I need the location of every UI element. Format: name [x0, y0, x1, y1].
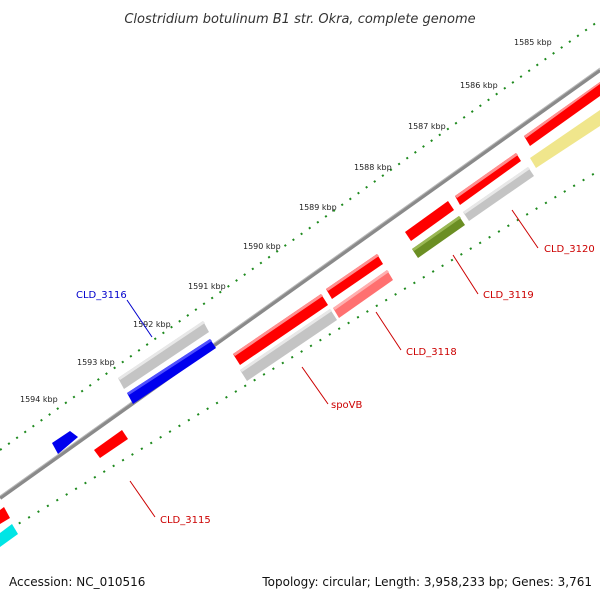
gene-feature[interactable]	[52, 431, 78, 454]
kbp-label-1594: 1594 kbp	[20, 395, 58, 404]
accession-text: Accession: NC_010516	[9, 575, 145, 589]
gene-label-cld3120[interactable]: CLD_3120	[544, 244, 595, 255]
gene-feature[interactable]	[0, 507, 10, 524]
kbp-label-1588: 1588 kbp	[354, 163, 392, 172]
gene-feature[interactable]	[118, 321, 205, 380]
kbp-label-1589: 1589 kbp	[299, 203, 337, 212]
leader-cld3119	[452, 254, 479, 295]
map-title: Clostridium botulinum B1 str. Okra, comp…	[124, 12, 475, 27]
kbp-label-1585: 1585 kbp	[514, 38, 552, 47]
kbp-label-1586: 1586 kbp	[460, 81, 498, 90]
gene-label-cld3116[interactable]: CLD_3116	[76, 290, 127, 301]
gene-feature[interactable]	[524, 82, 600, 146]
gene-feature[interactable]	[333, 270, 393, 318]
gene-feature[interactable]	[127, 339, 212, 395]
outer-ruler	[0, 19, 600, 451]
gene-feature[interactable]	[530, 110, 600, 168]
gene-label-cld3115[interactable]: CLD_3115	[160, 515, 211, 526]
kbp-label-1587: 1587 kbp	[408, 122, 446, 131]
leader-cld3115	[129, 480, 156, 518]
gene-feature[interactable]	[233, 294, 323, 356]
gene-label-spovb[interactable]: spoVB	[331, 400, 363, 411]
gene-feature[interactable]	[0, 524, 18, 547]
leader-cld3120	[511, 209, 539, 249]
leader-lines	[126, 209, 539, 518]
gene-labels: CLD_3120 CLD_3119 CLD_3118 spoVB CLD_311…	[76, 244, 595, 526]
leader-spovb	[301, 366, 329, 405]
gene-label-cld3118[interactable]: CLD_3118	[406, 347, 457, 358]
kbp-label-1590: 1590 kbp	[243, 242, 281, 251]
gene-feature[interactable]	[127, 339, 216, 404]
topology-stats: Topology: circular; Length: 3,958,233 bp…	[261, 575, 592, 589]
inner-ruler	[0, 169, 600, 536]
gene-feature[interactable]	[412, 216, 461, 251]
gene-label-cld3119[interactable]: CLD_3119	[483, 290, 534, 301]
kbp-label-1593: 1593 kbp	[77, 358, 115, 367]
gene-feature[interactable]	[118, 321, 209, 389]
genome-backbone-highlight	[0, 67, 600, 497]
gene-feature[interactable]	[463, 167, 534, 221]
genome-backbone	[0, 68, 600, 500]
outer-strand-genes	[0, 82, 600, 547]
leader-cld3116	[126, 299, 153, 338]
gene-feature[interactable]	[240, 309, 332, 372]
gene-feature[interactable]	[455, 153, 518, 198]
inner-strand-genes	[240, 110, 600, 381]
kbp-label-1592: 1592 kbp	[133, 320, 171, 329]
gene-feature[interactable]	[405, 201, 454, 241]
gene-feature[interactable]	[240, 309, 337, 381]
kbp-label-1591: 1591 kbp	[188, 282, 226, 291]
gene-feature[interactable]	[326, 254, 379, 291]
gene-feature[interactable]	[333, 270, 389, 310]
leader-cld3118	[375, 311, 402, 351]
gene-feature[interactable]	[412, 216, 465, 258]
gene-feature[interactable]	[233, 294, 328, 365]
gene-feature[interactable]	[455, 153, 521, 205]
gene-feature[interactable]	[94, 430, 128, 458]
gene-feature[interactable]	[463, 167, 530, 214]
kbp-labels: 1585 kbp 1586 kbp 1587 kbp 1588 kbp 1589…	[20, 38, 552, 404]
gene-feature[interactable]	[524, 82, 600, 138]
gene-feature[interactable]	[326, 254, 383, 299]
